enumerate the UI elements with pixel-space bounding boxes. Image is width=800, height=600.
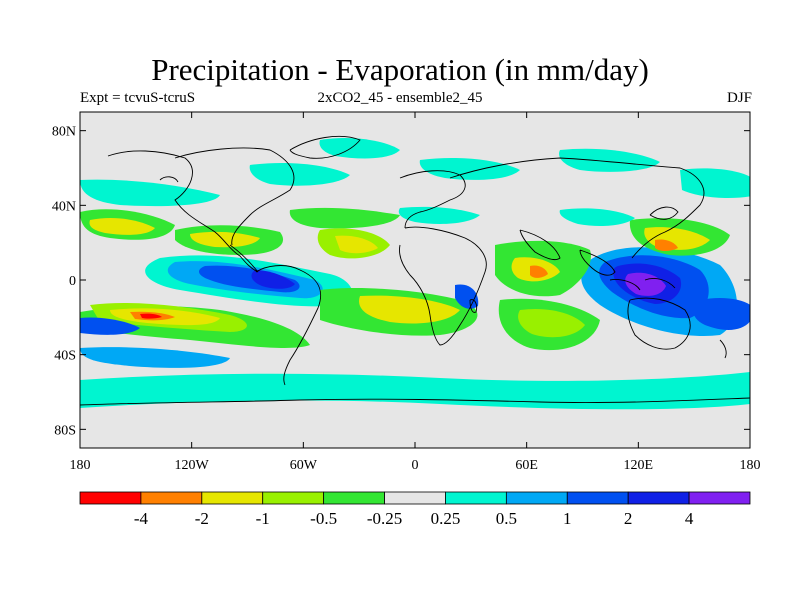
colorbar-swatch [79,491,142,505]
colorbar-swatch [566,491,629,505]
experiment-label: Expt = tcvuS-tcruS [80,90,196,106]
colorbar-label: 1 [563,509,572,528]
colorbar-swatch [262,491,325,505]
y-tick-label: 0 [69,274,76,289]
colorbar-swatch [201,491,264,505]
y-tick-label: 40S [54,349,76,364]
colorbar-swatch [688,491,751,505]
colorbar-swatch [505,491,568,505]
season-label: DJF [726,90,752,106]
y-tick-label: 80N [52,125,76,140]
colorbar-label: 2 [624,509,633,528]
x-tick-label: 180 [70,458,91,473]
colorbar-label: -4 [134,509,149,528]
colorbar-swatch [323,491,385,505]
colorbar-label: -0.25 [367,509,402,528]
colorbar-label: 4 [685,509,694,528]
colorbar-swatch [140,491,203,505]
precip-contours [80,138,750,410]
ensemble-label: 2xCO2_45 - ensemble2_45 [317,90,483,106]
x-tick-label: 60W [290,458,318,473]
x-tick-label: 120W [175,458,210,473]
colorbar-swatch [627,491,690,505]
plot-title: Precipitation - Evaporation (in mm/day) [151,52,649,87]
colorbar-label: -0.5 [310,509,337,528]
colorbar-label: 0.5 [496,509,517,528]
y-tick-label: 40N [52,199,76,214]
x-tick-label: 60E [515,458,538,473]
colorbar-swatch [384,491,446,505]
coastlines [80,135,750,406]
colorbar-label: 0.25 [431,509,461,528]
x-tick-label: 180 [740,458,761,473]
x-tick-label: 0 [412,458,419,473]
y-axis: 80N 40N 0 40S 80S [52,125,750,438]
colorbar-swatch [445,491,507,505]
x-axis: 180 120W 60W 0 60E 120E 180 [70,112,761,473]
y-tick-label: 80S [54,423,76,438]
colorbar: -4 -2 -1 -0.5 -0.25 0.25 0.5 1 2 4 [79,491,751,528]
colorbar-label: -2 [195,509,209,528]
colorbar-label: -1 [256,509,270,528]
x-tick-label: 120E [624,458,654,473]
